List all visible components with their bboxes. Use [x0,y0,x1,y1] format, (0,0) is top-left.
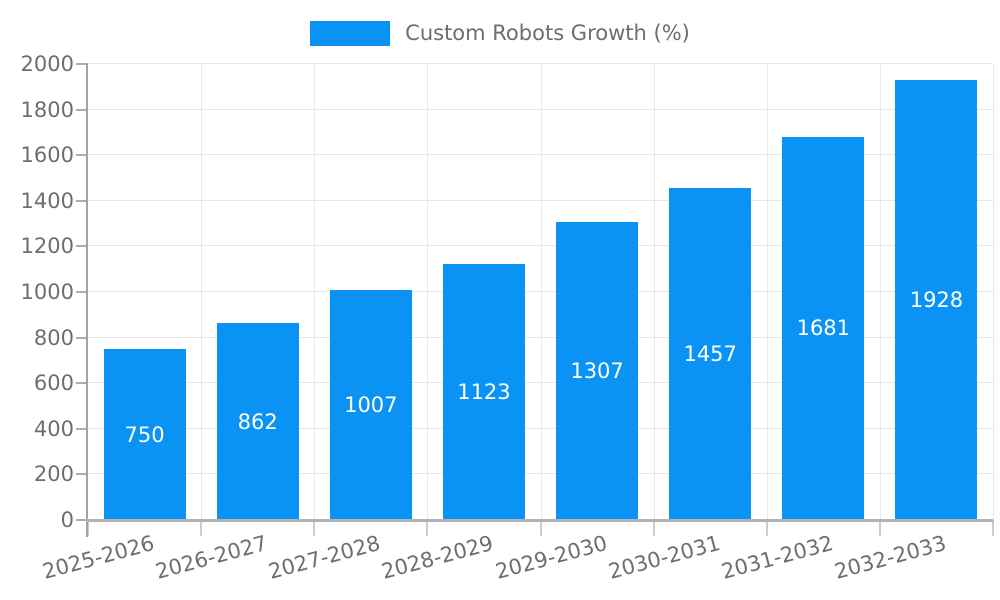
y-axis-tick-label: 1800 [20,97,74,122]
bar-2030-2031[interactable]: 1457 [669,187,752,520]
gridline-vertical [427,64,429,520]
y-axis-tick [76,199,88,202]
bar-2032-2033[interactable]: 1928 [895,80,978,520]
gridline-vertical [201,64,203,520]
bar-value-label: 862 [237,409,278,434]
chart-legend[interactable]: Custom Robots Growth (%) [0,19,1000,47]
y-axis-tick [76,291,88,293]
y-axis-tick-label: 1600 [20,143,74,168]
bar-2027-2028[interactable]: 1007 [329,290,412,520]
x-axis-tick-label: 2032-2033 [831,531,949,584]
bar-2028-2029[interactable]: 1123 [442,263,525,520]
bar-2025-2026[interactable]: 750 [103,349,186,520]
y-axis-tick [76,382,88,385]
bar-value-label: 1307 [570,359,624,383]
gridline-vertical [653,64,655,520]
y-axis-tick [76,245,88,248]
y-axis-tick [76,336,88,339]
bar-2029-2030[interactable]: 1307 [556,222,639,520]
bar-value-label: 1681 [796,316,851,341]
bar-value-label: 1928 [909,288,964,313]
y-axis-tick [76,108,88,111]
x-axis-tick [992,520,994,536]
x-axis-tick [426,520,429,536]
y-axis-tick [76,154,88,157]
plot-area: 750 862 1007 1123 1307 1457 1681 1928 [88,63,994,520]
x-axis-tick [539,520,542,536]
legend-swatch [310,20,391,46]
gridline-vertical [879,64,881,520]
y-axis-tick-label: 400 [33,416,74,441]
legend-label: Custom Robots Growth (%) [405,21,690,45]
y-axis-tick [76,519,88,521]
y-axis-tick [76,427,88,430]
gridline-vertical [314,64,316,520]
x-axis-tick-label: 2031-2032 [718,531,836,584]
x-axis-tick-label: 2030-2031 [605,531,723,584]
y-axis-tick-label: 800 [33,325,74,350]
bar-2026-2027[interactable]: 862 [216,323,299,520]
x-axis-tick [652,520,655,536]
bar-value-label: 750 [124,422,165,447]
y-axis-tick-label: 0 [60,508,74,532]
x-axis-tick [87,520,89,536]
x-axis-tick [765,520,768,536]
y-axis-tick [76,63,88,65]
x-axis-tick [200,520,203,536]
x-axis-tick-label: 2029-2030 [492,531,610,584]
x-axis-tick-label: 2027-2028 [266,531,384,584]
y-axis-tick-label: 1000 [20,280,74,304]
y-axis-tick-label: 1400 [20,188,74,213]
bar-value-label: 1007 [344,393,398,418]
x-axis-tick-label: 2025-2026 [39,531,157,584]
gridline-vertical [540,64,542,520]
bar-value-label: 1457 [683,341,737,366]
y-axis-tick [76,473,88,476]
y-axis-tick-label: 1200 [20,234,74,259]
gridline-vertical [766,64,768,520]
bar-2031-2032[interactable]: 1681 [782,136,865,520]
x-axis-tick-label: 2026-2027 [153,531,270,584]
x-axis-tick [878,520,881,536]
y-axis-tick-label: 200 [33,462,74,487]
x-axis-tick-label: 2028-2029 [379,531,497,584]
gridline-vertical [993,64,994,520]
y-axis-tick-label: 2000 [20,52,74,76]
bar-value-label: 1123 [457,379,511,404]
y-axis-tick-label: 600 [33,371,74,396]
x-axis-tick [313,520,316,536]
gridline-horizontal [88,63,993,64]
